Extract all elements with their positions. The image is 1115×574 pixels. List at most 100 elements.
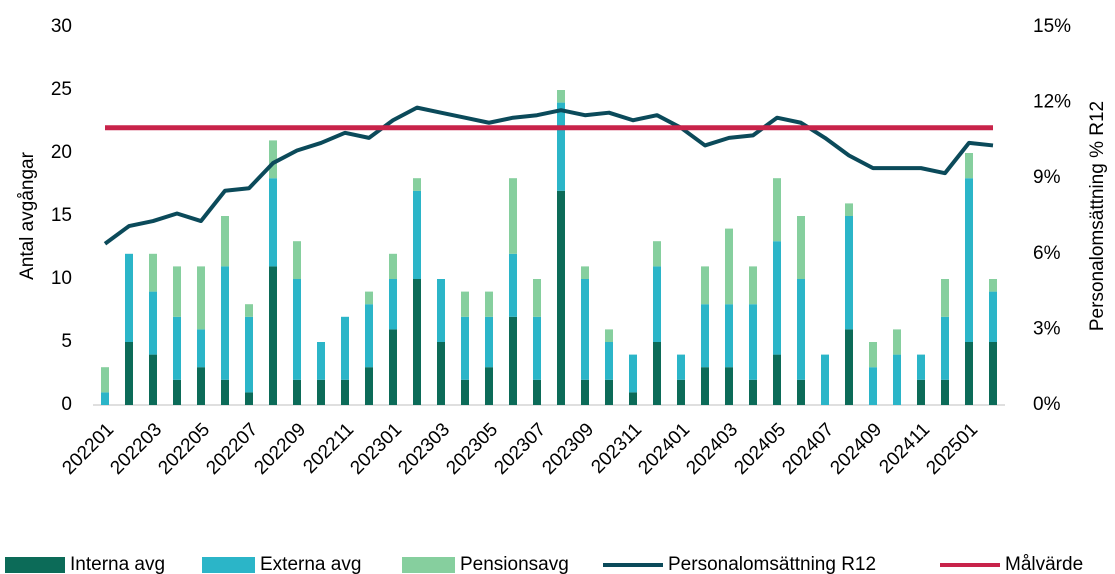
- legend-label: Interna avg: [70, 554, 165, 574]
- bar-segment: [557, 190, 565, 405]
- bar-segment: [221, 379, 229, 405]
- bar-segment: [293, 241, 301, 279]
- bar-segment: [677, 379, 685, 405]
- bar-segment: [989, 279, 997, 292]
- bar-segment: [269, 266, 277, 405]
- y2-tick-label: 12%: [1033, 92, 1071, 113]
- bar-segment: [245, 316, 253, 393]
- line-series: [103, 105, 994, 246]
- x-tick-label: 202309: [538, 419, 598, 479]
- bar-segment: [149, 354, 157, 405]
- x-tick-label: 202301: [346, 419, 406, 479]
- bar-segment: [269, 178, 277, 267]
- x-tick-label: 202311: [587, 419, 646, 478]
- bar-segment: [221, 266, 229, 380]
- bar-segment: [485, 316, 493, 368]
- bar-segment: [149, 253, 157, 292]
- bar-segment: [461, 291, 469, 317]
- bar-segment: [653, 241, 661, 267]
- x-tick-label: 202205: [154, 419, 214, 479]
- x-tick-label: 202305: [442, 419, 502, 479]
- bar-segment: [125, 253, 133, 342]
- bar-segment: [917, 354, 925, 380]
- bar-segment: [509, 178, 517, 254]
- y2-tick-label: 9%: [1033, 167, 1061, 188]
- y-axis-title: Antal avgångar: [17, 151, 38, 279]
- bar-segment: [389, 279, 397, 330]
- bar-segment: [533, 316, 541, 380]
- bar-segment: [845, 216, 853, 330]
- bar-segment: [581, 379, 589, 405]
- y2-axis-title: Personalomsättning % R12: [1087, 101, 1108, 331]
- y-tick-label: 30: [51, 16, 72, 37]
- x-tick-label: 202203: [106, 419, 166, 479]
- bar-segment: [797, 216, 805, 279]
- y2-tick-label: 15%: [1033, 16, 1071, 37]
- bar-segment: [725, 367, 733, 405]
- bar-segment: [941, 316, 949, 380]
- bar-segment: [197, 266, 205, 330]
- bar-segment: [125, 342, 133, 405]
- bar-segment: [965, 153, 973, 179]
- x-tick-label: 202405: [730, 419, 790, 479]
- x-tick-label: 202211: [299, 419, 358, 478]
- bar-segment: [509, 253, 517, 317]
- bar-segment: [773, 241, 781, 355]
- bar-segment: [101, 367, 109, 393]
- x-tick-label: 202501: [922, 419, 982, 479]
- x-tick-label: 202407: [778, 419, 838, 479]
- bar-segment: [461, 379, 469, 405]
- bar-segment: [173, 266, 181, 317]
- bar-segment: [461, 316, 469, 380]
- bar-segment: [989, 291, 997, 342]
- bar-segment: [701, 266, 709, 305]
- bar-segment: [773, 354, 781, 405]
- bar-segment: [293, 279, 301, 380]
- x-tick-label: 202409: [826, 419, 886, 479]
- bar-segment: [365, 304, 373, 368]
- y-tick-label: 25: [51, 79, 72, 100]
- y-tick-label: 15: [51, 205, 72, 226]
- bar-segment: [341, 316, 349, 380]
- bar-segment: [749, 379, 757, 405]
- bar-segment: [581, 266, 589, 279]
- x-tick-label: 202403: [682, 419, 742, 479]
- bar-segment: [557, 90, 565, 103]
- y2-tick-label: 6%: [1033, 243, 1061, 264]
- bar-segment: [893, 329, 901, 355]
- bar-segment: [821, 354, 829, 405]
- bar-segment: [605, 379, 613, 405]
- bar-segment: [797, 379, 805, 405]
- bar-segment: [581, 279, 589, 380]
- bar-segment: [797, 279, 805, 380]
- bar-segment: [629, 354, 637, 393]
- bar-segment: [485, 291, 493, 317]
- bar-segment: [917, 379, 925, 405]
- bar-segment: [269, 140, 277, 179]
- legend-swatch: [202, 557, 255, 573]
- legend-swatch: [5, 557, 65, 573]
- bar-segment: [749, 266, 757, 305]
- y-tick-label: 10: [51, 268, 72, 289]
- bar-segment: [365, 291, 373, 305]
- bar-segment: [749, 304, 757, 380]
- bar-segment: [725, 228, 733, 305]
- bar-segment: [557, 102, 565, 191]
- bar-segment: [605, 342, 613, 380]
- bar-segment: [173, 379, 181, 405]
- x-tick-label: 202303: [394, 419, 454, 479]
- x-tick-label: 202207: [202, 419, 262, 479]
- legend-label: Personalomsättning R12: [668, 554, 876, 574]
- x-tick-label: 202201: [58, 419, 118, 479]
- bar-segment: [701, 367, 709, 405]
- bar-segment: [245, 304, 253, 317]
- legend-label: Pensionsavg: [460, 554, 569, 574]
- legend-label: Målvärde: [1005, 554, 1083, 574]
- bar-segment: [173, 316, 181, 380]
- bar-segment: [941, 279, 949, 317]
- bar-segment: [485, 367, 493, 405]
- bar-segment: [101, 392, 109, 405]
- x-tick-label: 202307: [490, 419, 550, 479]
- bar-segment: [389, 329, 397, 405]
